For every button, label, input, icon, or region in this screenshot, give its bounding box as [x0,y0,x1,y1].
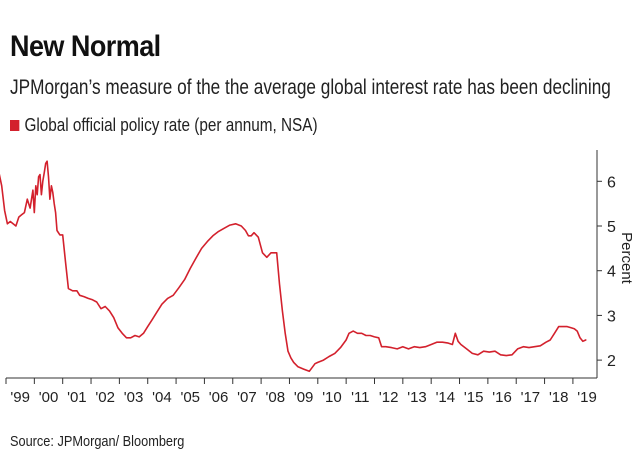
x-tick-label: '02 [95,389,115,406]
x-tick-label: '05 [180,389,200,406]
y-axis-label: Percent [618,232,635,285]
x-tick-label: '11 [351,389,369,406]
x-tick-label: '13 [407,389,427,406]
x-tick-label: '08 [265,389,285,406]
y-tick-label: 5 [607,219,616,236]
x-tick-label: '17 [521,389,541,406]
x-tick-label: '16 [492,389,512,406]
x-tick-label: '14 [436,389,456,406]
x-tick-label: '00 [39,389,59,406]
legend-label: Global official policy rate (per annum, … [24,115,318,135]
x-tick-label: '09 [294,389,314,406]
x-tick-label: '06 [209,389,229,406]
x-tick-label: '99 [10,389,30,406]
chart-subtitle: JPMorgan’s measure of the the average gl… [10,76,611,99]
y-tick-label: 2 [607,353,616,370]
x-tick-label: '03 [124,389,144,406]
axes [5,150,602,384]
chart-legend: Global official policy rate (per annum, … [10,115,318,136]
x-tick-label: '19 [577,389,597,406]
y-tick-label: 3 [607,308,616,325]
x-tick-label: '15 [464,389,484,406]
x-tick-label: '18 [549,389,569,406]
x-tick-label: '10 [322,389,342,406]
series-line [0,160,587,373]
tick-labels: 2 3 4 5 6 '99 '00 '01 '02 '03 '04 '05 '06 '07 '08 '09 '1… [10,174,616,406]
chart-title: New Normal [10,30,161,63]
x-tick-label: '12 [379,389,399,406]
legend-swatch [10,120,20,131]
x-tick-label: '04 [152,389,172,406]
y-tick-label: 6 [607,174,616,191]
x-tick-label: '01 [67,389,87,406]
chart-source: Source: JPMorgan/ Bloomberg [10,433,185,450]
x-tick-label: '07 [237,389,257,406]
series-lines [0,160,587,373]
y-tick-label: 4 [607,264,616,281]
